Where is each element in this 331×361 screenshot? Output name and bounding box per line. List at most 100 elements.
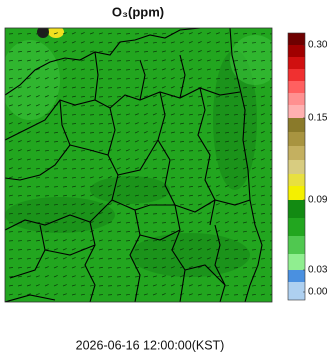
wind-arrow: [233, 176, 238, 179]
wind-arrow: [179, 221, 184, 224]
wind-arrow: [71, 239, 76, 242]
wind-arrow: [143, 293, 148, 296]
wind-arrow: [143, 176, 148, 179]
timestamp: 2026-06-16 12:00:00(KST): [76, 338, 225, 352]
wind-arrow: [197, 95, 202, 98]
wind-arrow: [80, 275, 85, 278]
wind-arrow: [107, 32, 112, 35]
wind-arrow: [80, 185, 85, 188]
wind-arrow: [179, 104, 184, 107]
wind-arrow: [197, 176, 202, 179]
wind-arrow: [152, 186, 158, 188]
wind-arrow: [206, 221, 211, 224]
wind-arrow: [125, 158, 130, 161]
wind-arrow: [197, 230, 202, 233]
wind-arrow: [71, 41, 76, 44]
wind-arrow: [44, 104, 49, 107]
wind-arrow: [233, 194, 238, 197]
wind-arrow: [206, 77, 211, 80]
wind-arrow: [80, 96, 86, 98]
wind-arrow: [251, 194, 256, 197]
colorbar-tick-label: 0.00: [308, 287, 328, 298]
wind-arrow: [224, 149, 229, 152]
wind-arrow: [26, 149, 31, 152]
wind-arrow: [89, 77, 95, 80]
wind-arrow: [44, 159, 50, 161]
wind-arrow: [260, 158, 265, 161]
wind-arrow: [17, 42, 23, 44]
wind-arrow: [89, 68, 94, 71]
wind-arrow: [98, 140, 103, 143]
wind-arrow: [224, 248, 229, 251]
wind-arrow: [224, 194, 229, 197]
wind-arrow: [134, 194, 139, 197]
wind-arrow: [53, 122, 58, 125]
wind-arrow: [125, 231, 131, 233]
wind-arrow: [125, 113, 130, 116]
wind-arrow: [53, 230, 58, 233]
wind-arrow: [224, 158, 229, 161]
wind-arrow: [62, 77, 67, 80]
wind-arrow: [62, 59, 67, 62]
wind-arrow: [44, 32, 49, 35]
wind-arrow: [26, 131, 31, 134]
wind-arrow: [17, 140, 22, 143]
wind-arrow: [8, 167, 13, 170]
wind-arrow: [215, 87, 221, 89]
wind-arrow: [188, 95, 193, 98]
wind-arrow: [170, 266, 175, 269]
wind-arrow: [224, 50, 229, 53]
wind-arrow: [98, 158, 103, 161]
wind-arrow: [215, 68, 220, 71]
wind-arrow: [233, 221, 238, 224]
wind-arrow: [224, 32, 229, 35]
wind-arrow: [107, 185, 112, 188]
wind-arrow: [8, 185, 13, 188]
wind-arrow: [224, 276, 230, 278]
wind-arrow: [161, 248, 166, 251]
wind-arrow: [8, 149, 13, 152]
wind-arrow: [224, 221, 229, 224]
wind-arrow: [44, 113, 49, 116]
wind-arrow: [125, 167, 130, 170]
wind-arrow: [215, 212, 220, 215]
wind-arrow: [224, 140, 229, 143]
wind-arrow: [179, 195, 185, 197]
wind-arrow: [116, 239, 121, 242]
wind-arrow: [260, 104, 265, 107]
wind-arrow: [161, 275, 166, 278]
wind-arrow: [80, 50, 85, 53]
wind-arrow: [260, 60, 266, 62]
wind-arrow: [170, 122, 175, 125]
wind-arrow: [44, 77, 49, 80]
wind-arrow: [17, 122, 22, 125]
wind-arrow: [17, 95, 22, 98]
wind-arrow: [224, 69, 230, 71]
wind-arrow: [215, 41, 220, 44]
wind-arrow: [80, 221, 85, 224]
wind-arrow: [53, 275, 58, 278]
wind-arrow: [53, 41, 58, 44]
wind-arrow: [8, 68, 14, 71]
wind-arrow: [233, 122, 238, 125]
wind-arrow: [125, 131, 130, 134]
wind-arrow: [233, 267, 239, 269]
wind-arrow: [71, 293, 76, 296]
wind-arrow: [215, 176, 220, 179]
wind-arrow: [89, 176, 94, 179]
wind-arrow: [35, 140, 40, 143]
wind-arrow: [260, 284, 265, 287]
map-frame: [4, 27, 273, 303]
wind-arrow: [116, 87, 122, 89]
wind-arrow: [134, 86, 139, 89]
wind-arrow: [188, 132, 194, 134]
wind-arrow: [179, 131, 184, 134]
wind-arrow: [260, 149, 265, 152]
wind-arrow: [107, 230, 112, 233]
wind-arrow: [116, 131, 121, 134]
wind-arrow: [188, 212, 193, 215]
wind-arrow: [62, 230, 67, 233]
wind-arrow: [215, 185, 220, 188]
wind-arrow: [260, 185, 265, 188]
wind-arrow: [62, 68, 67, 71]
